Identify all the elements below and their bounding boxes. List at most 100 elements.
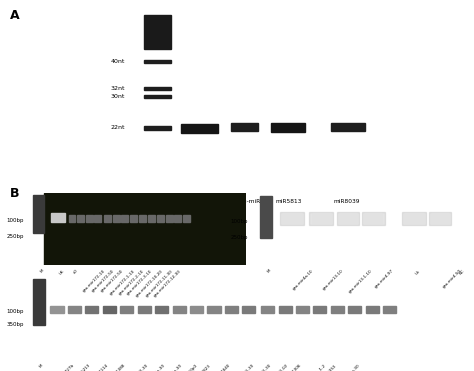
Bar <box>157 215 164 222</box>
Text: gsu-mir172-2-10: gsu-mir172-2-10 <box>118 269 145 296</box>
Text: gsu-mir172-50: gsu-mir172-50 <box>100 269 124 293</box>
Bar <box>280 212 304 225</box>
Text: gsu-mir172-10-20: gsu-mir172-10-20 <box>136 269 164 298</box>
Bar <box>364 213 383 223</box>
Bar <box>33 195 44 233</box>
Bar <box>33 279 45 325</box>
Text: miR8039: miR8039 <box>334 199 360 204</box>
Text: 30nt: 30nt <box>110 94 125 99</box>
Bar <box>144 126 171 130</box>
Bar <box>431 213 449 223</box>
Text: Uk: Uk <box>414 269 421 276</box>
Text: gsu-mir172-12-30: gsu-mir172-12-30 <box>153 269 182 298</box>
Text: miR1306: miR1306 <box>286 363 302 371</box>
Text: miR5813: miR5813 <box>276 199 302 204</box>
Bar <box>85 306 99 313</box>
Bar <box>113 215 119 222</box>
Text: miR6353: miR6353 <box>321 363 337 371</box>
Bar <box>311 213 331 223</box>
Text: gsu-mir4a-10: gsu-mir4a-10 <box>292 269 315 291</box>
Bar <box>155 306 168 313</box>
Text: 40nt: 40nt <box>110 59 125 64</box>
Text: miR160a-30: miR160a-30 <box>146 363 166 371</box>
Bar <box>190 306 203 313</box>
Text: B: B <box>9 187 19 200</box>
Bar <box>68 306 81 313</box>
Text: 22nt: 22nt <box>110 125 125 130</box>
Bar <box>104 215 111 222</box>
Bar <box>208 306 220 313</box>
Text: gsu-mir13-1-10: gsu-mir13-1-10 <box>348 269 373 294</box>
Text: miR5213: miR5213 <box>76 363 91 371</box>
Bar <box>271 123 305 132</box>
Bar <box>148 215 155 222</box>
Text: M: M <box>39 269 44 274</box>
Bar <box>51 213 65 222</box>
Bar <box>366 306 379 313</box>
Text: gsu-miR5: gsu-miR5 <box>185 199 213 204</box>
Text: gsu-mir172-3-10: gsu-mir172-3-10 <box>127 269 154 296</box>
Text: gsu-mir172-11-30: gsu-mir172-11-30 <box>145 269 173 298</box>
Bar <box>283 213 302 223</box>
Bar <box>144 14 171 49</box>
Text: M: M <box>154 199 159 204</box>
Text: miR160a-30: miR160a-30 <box>163 363 183 371</box>
Bar <box>362 212 384 225</box>
Bar <box>181 124 218 133</box>
Bar <box>337 212 359 225</box>
Text: 32nt: 32nt <box>110 86 125 91</box>
Bar <box>231 123 258 131</box>
Bar <box>404 213 424 223</box>
Text: NC: NC <box>458 269 465 276</box>
Bar <box>310 212 333 225</box>
Bar <box>144 95 171 98</box>
Text: 100bp: 100bp <box>7 218 24 223</box>
Bar <box>260 196 272 238</box>
Bar <box>261 306 274 313</box>
Bar <box>429 212 451 225</box>
Bar <box>183 215 190 222</box>
Bar <box>225 306 238 313</box>
Text: miR6021-30: miR6021-30 <box>234 363 255 371</box>
Bar <box>130 215 137 222</box>
Bar <box>138 215 146 222</box>
Text: 350bp: 350bp <box>7 322 24 327</box>
Bar <box>77 215 84 222</box>
Text: miR6021-02: miR6021-02 <box>269 363 290 371</box>
Text: U6: U6 <box>58 269 65 276</box>
Text: miR6120a-1-2: miR6120a-1-2 <box>304 363 327 371</box>
Bar <box>313 306 327 313</box>
Text: 250bp: 250bp <box>230 235 248 240</box>
Text: gsu-mir172-10: gsu-mir172-10 <box>82 269 106 293</box>
Bar <box>137 306 151 313</box>
Text: gsu-mir4-50: gsu-mir4-50 <box>441 269 462 289</box>
Bar <box>121 215 128 222</box>
Bar <box>338 213 357 223</box>
Bar <box>383 306 396 313</box>
Text: 250bp: 250bp <box>7 234 24 239</box>
Text: gsu-miR1: gsu-miR1 <box>237 199 264 204</box>
Text: 100bp: 100bp <box>7 309 24 314</box>
Bar <box>296 306 309 313</box>
Text: miR1388: miR1388 <box>110 363 127 371</box>
Text: gsu-mir4-97: gsu-mir4-97 <box>374 269 394 289</box>
Text: miR1727b: miR1727b <box>58 363 76 371</box>
Text: A: A <box>9 9 19 22</box>
Text: M: M <box>39 363 44 368</box>
Bar <box>69 215 75 222</box>
Bar <box>165 215 173 222</box>
Text: miR1114: miR1114 <box>93 363 109 371</box>
Text: gsu-mir172-1-10: gsu-mir172-1-10 <box>109 269 136 296</box>
Bar <box>331 306 344 313</box>
Bar <box>174 215 181 222</box>
Text: M: M <box>266 269 272 274</box>
Text: miR6372-30: miR6372-30 <box>252 363 272 371</box>
Bar <box>242 306 255 313</box>
Bar <box>50 306 64 313</box>
Text: c0: c0 <box>73 269 79 275</box>
Bar <box>279 306 292 313</box>
Text: gsu-mir13-10: gsu-mir13-10 <box>321 269 344 291</box>
Text: miR1640: miR1640 <box>215 363 231 371</box>
Bar <box>402 212 426 225</box>
Bar <box>144 60 171 63</box>
